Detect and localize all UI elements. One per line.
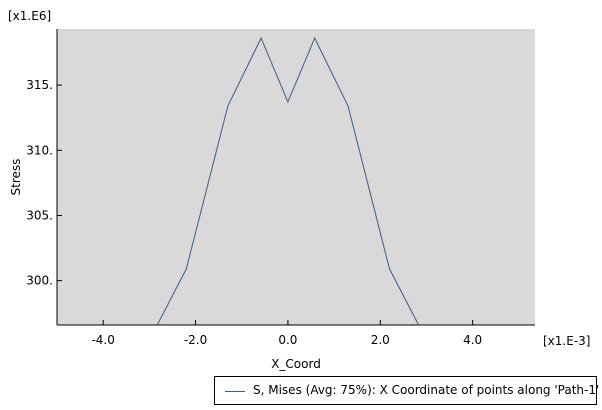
x-multiplier: [x1.E-3] [543,334,590,348]
x-tick-label: 4.0 [463,333,482,347]
legend-swatch [225,391,245,392]
x-tick-label: -2.0 [184,333,207,347]
x-axis-label: X_Coord [271,357,321,371]
y-tick-label: 310. [26,143,53,157]
y-ticks: 300. 305. 310. 315. [26,78,62,288]
x-tick-label: -4.0 [91,333,114,347]
y-tick-label: 300. [26,274,53,288]
y-axis-label: Stress [9,159,23,196]
plot-area [57,29,535,325]
y-tick-label: 315. [26,78,53,92]
x-tick-label: 0.0 [278,333,297,347]
series-line [156,36,420,326]
y-tick-label: 305. [26,208,53,222]
x-tick-label: 2.0 [371,333,390,347]
legend-label: S, Mises (Avg: 75%): X Coordinate of poi… [253,383,600,397]
y-multiplier: [x1.E6] [8,9,51,23]
series-group [156,36,420,326]
legend: S, Mises (Avg: 75%): X Coordinate of poi… [214,376,600,405]
x-ticks: -4.0 -2.0 0.0 2.0 4.0 [91,320,482,347]
